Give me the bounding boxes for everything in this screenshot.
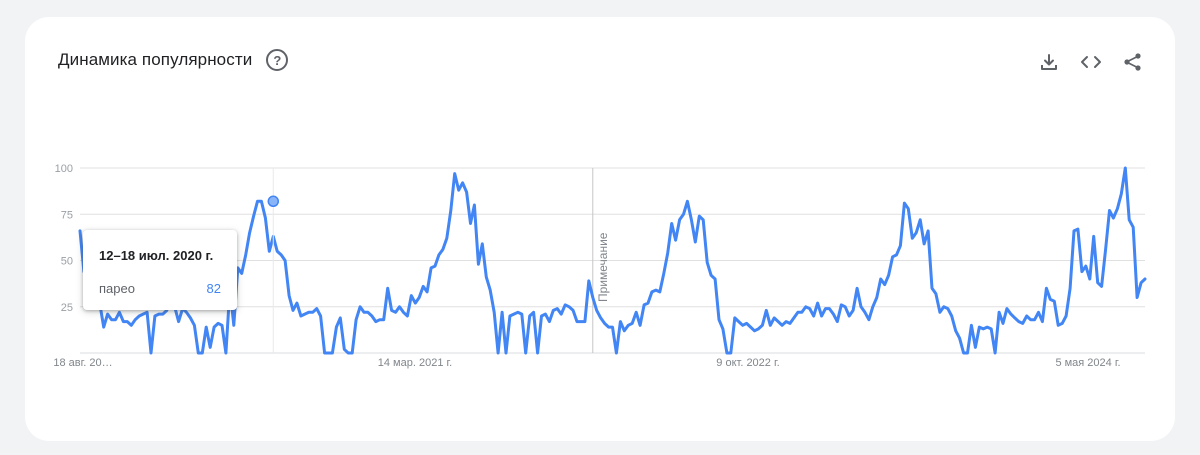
y-tick-label: 100: [55, 163, 73, 175]
x-tick-label: 9 окт. 2022 г.: [716, 357, 779, 369]
highlight-point[interactable]: [267, 195, 280, 208]
tooltip-date: 12–18 июл. 2020 г.: [99, 248, 214, 263]
y-tick-label: 50: [61, 256, 73, 268]
help-circle-icon[interactable]: ?: [266, 49, 289, 71]
tooltip-value: 82: [206, 281, 221, 296]
download-icon[interactable]: [1037, 50, 1061, 74]
card-title: Динамика популярности: [58, 50, 253, 69]
series-line-pareo: [78, 166, 1147, 355]
trend-card: Динамика популярности ?: [25, 17, 1175, 441]
tooltip: 12–18 июл. 2020 г. парео 82: [83, 230, 237, 310]
embed-code-icon[interactable]: [1079, 50, 1103, 74]
tooltip-term: парео: [99, 281, 135, 296]
x-tick-label: 18 авг. 20…: [53, 357, 112, 369]
card-header: Динамика популярности ?: [58, 49, 289, 71]
card-actions: [1037, 50, 1145, 74]
y-tick-label: 75: [61, 209, 73, 221]
share-icon[interactable]: [1121, 50, 1145, 74]
x-tick-label: 5 мая 2024 г.: [1055, 357, 1120, 369]
annotation-label[interactable]: Примечание: [596, 232, 610, 302]
y-tick-label: 25: [61, 302, 73, 314]
x-tick-label: 14 мар. 2021 г.: [378, 357, 452, 369]
